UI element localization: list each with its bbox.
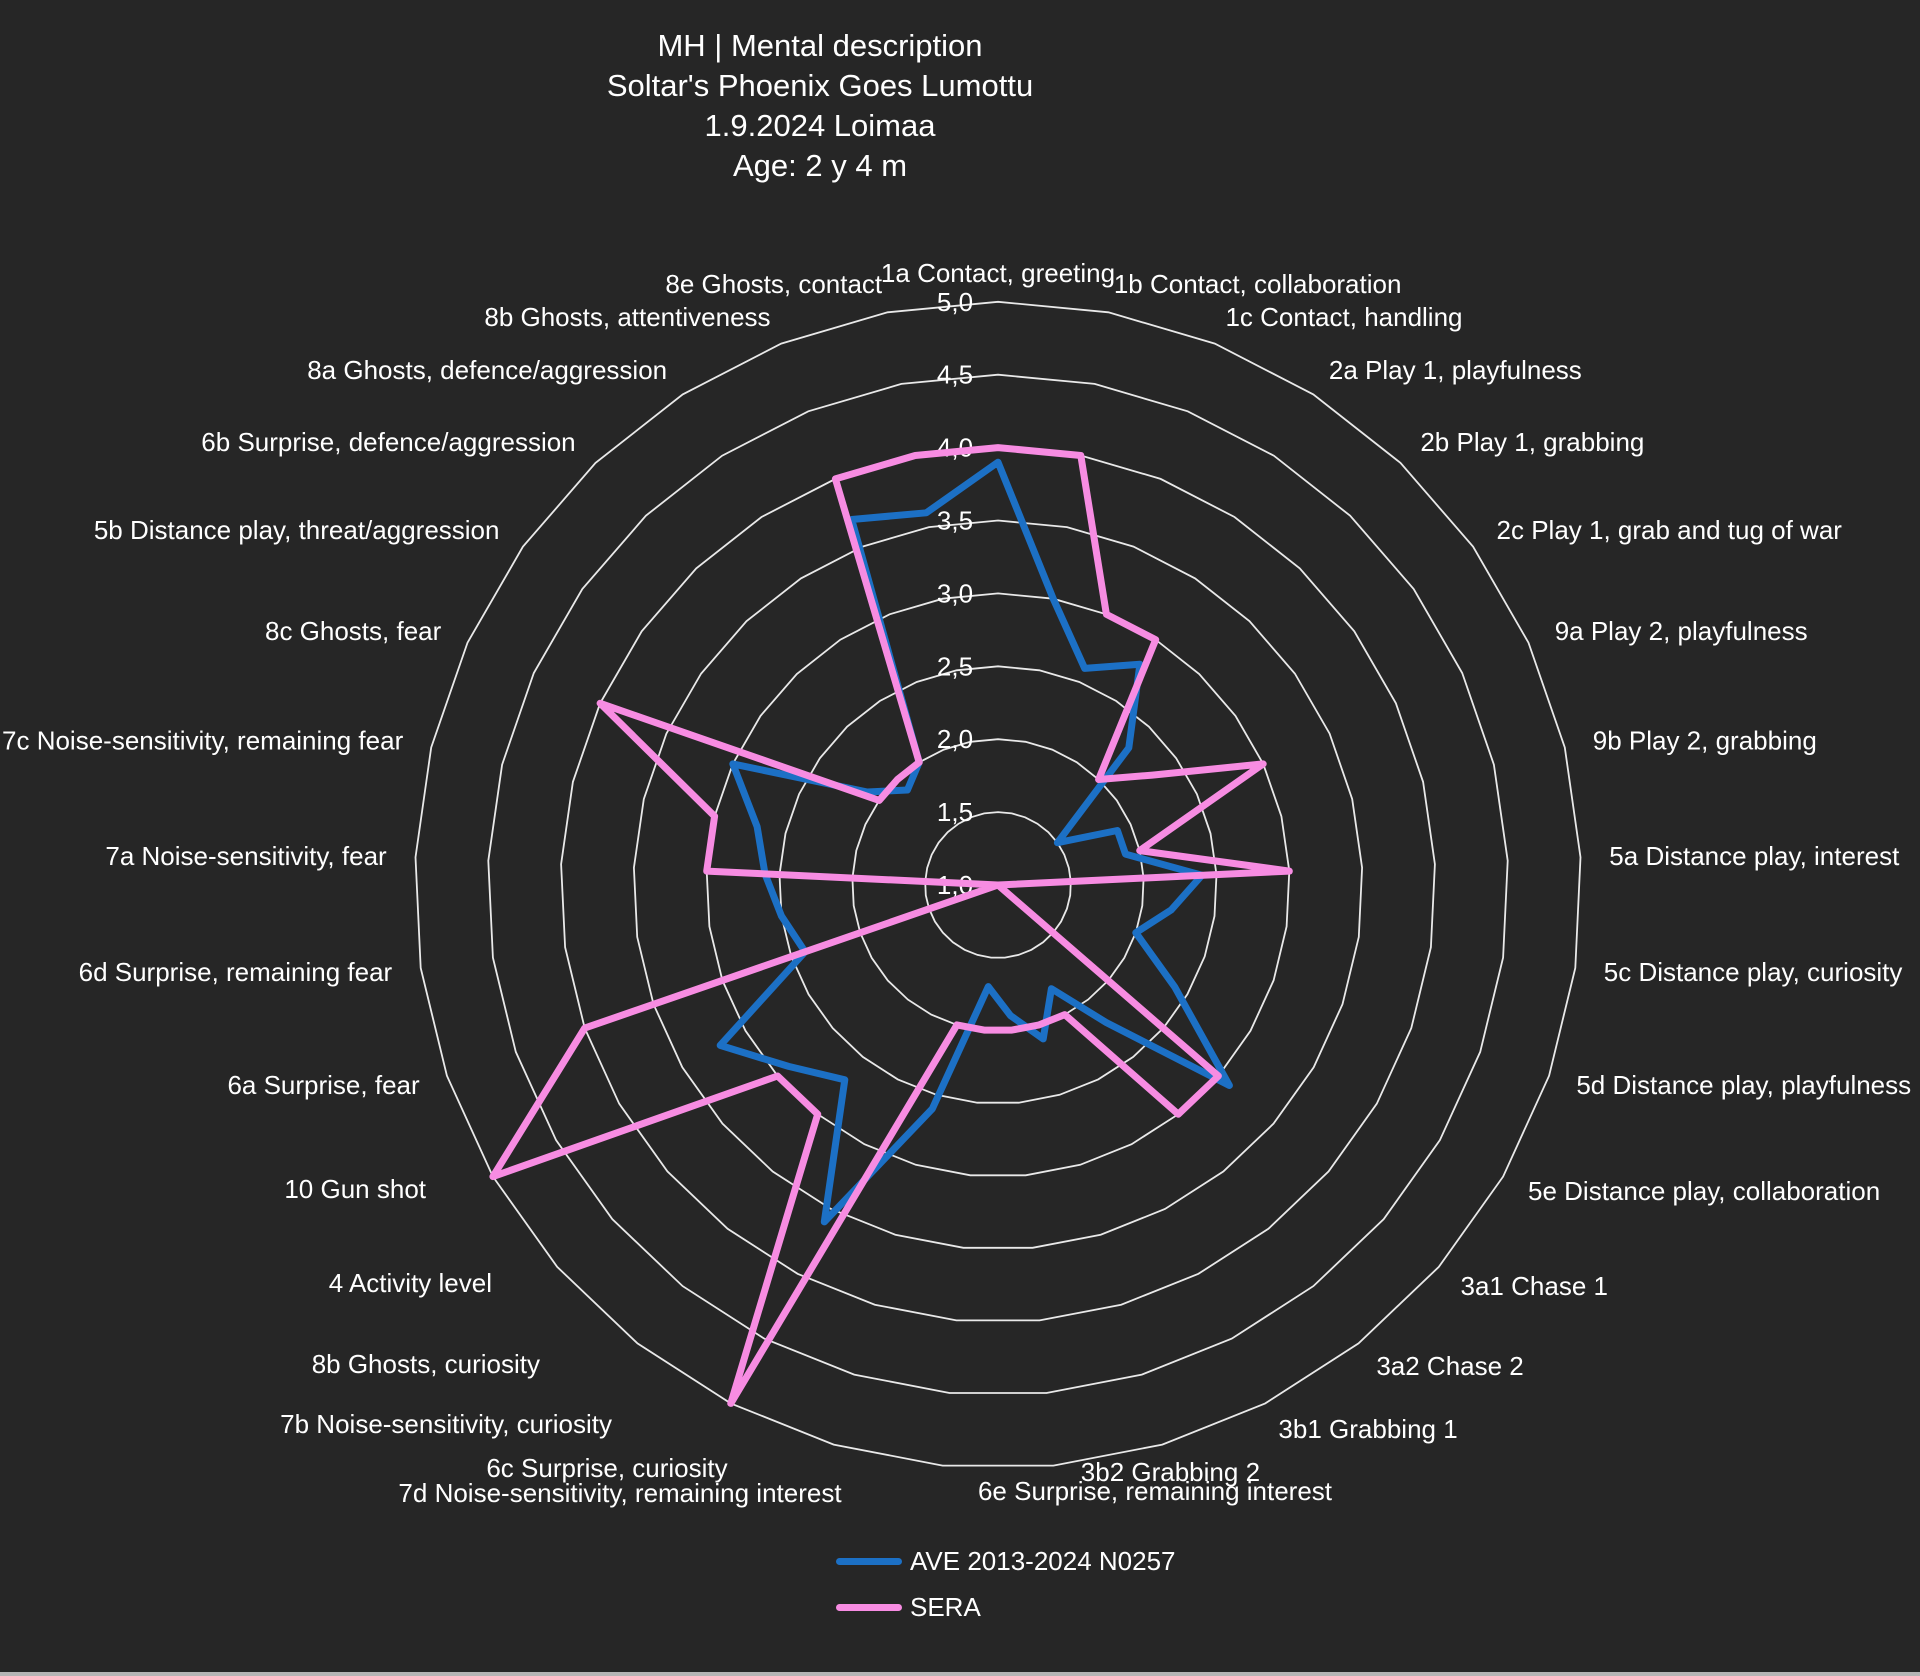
category-label: 7d Noise-sensitivity, remaining interest — [398, 1478, 842, 1508]
category-label: 6e Surprise, remaining interest — [978, 1476, 1333, 1506]
radial-tick-label: 5,0 — [937, 287, 973, 317]
category-label: 2b Play 1, grabbing — [1420, 427, 1644, 457]
chart-title-line-3: 1.9.2024 Loimaa — [704, 108, 936, 143]
series-ave-line — [716, 458, 1233, 1226]
category-label: 7c Noise-sensitivity, remaining fear — [2, 726, 404, 756]
radial-tick-label: 3,0 — [937, 578, 973, 608]
radial-tick-label: 2,5 — [937, 651, 973, 681]
category-label: 9a Play 2, playfulness — [1555, 616, 1808, 646]
category-label: 5e Distance play, collaboration — [1528, 1176, 1880, 1206]
category-label: 5b Distance play, threat/aggression — [94, 515, 500, 545]
category-label: 8b Ghosts, curiosity — [312, 1349, 540, 1379]
category-label: 8e Ghosts, contact — [665, 269, 883, 299]
legend-swatch-ave — [836, 1557, 902, 1565]
radial-tick-label: 3,5 — [937, 506, 973, 536]
grid-ring — [487, 373, 1509, 1394]
chart-title-line-4: Age: 2 y 4 m — [732, 148, 908, 183]
legend-item-sera[interactable]: SERA — [836, 1590, 1176, 1624]
category-label: 6c Surprise, curiosity — [486, 1453, 727, 1483]
legend-item-ave[interactable]: AVE 2013-2024 N0257 — [836, 1544, 1176, 1578]
category-label: 6d Surprise, remaining fear — [79, 957, 393, 987]
category-label: 2c Play 1, grab and tug of war — [1497, 515, 1843, 545]
legend-swatch-sera — [836, 1603, 902, 1611]
category-label: 9b Play 2, grabbing — [1593, 726, 1817, 756]
category-label: 3b2 Grabbing 2 — [1081, 1457, 1260, 1487]
category-label: 8c Ghosts, fear — [265, 616, 442, 646]
category-label: 7b Noise-sensitivity, curiosity — [280, 1409, 612, 1439]
grid-ring — [560, 446, 1436, 1322]
grid-ring — [414, 300, 1582, 1467]
chart-title-line-2: Soltar's Phoenix Goes Lumottu — [606, 68, 1034, 103]
window-edge — [0, 1672, 1920, 1676]
radial-tick-label: 2,0 — [937, 724, 973, 754]
grid-ring — [705, 592, 1291, 1177]
radial-tick-labels: 5,04,54,03,53,02,52,01,51,0 — [937, 287, 973, 900]
chart-title: MH | Mental description Soltar's Phoenix… — [0, 26, 1640, 186]
category-label: 6b Surprise, defence/aggression — [201, 427, 575, 457]
category-label: 4 Activity level — [329, 1268, 492, 1298]
category-label: 7a Noise-sensitivity, fear — [105, 841, 387, 871]
legend-label-ave: AVE 2013-2024 N0257 — [910, 1545, 1176, 1576]
grid-ring — [632, 519, 1364, 1249]
category-label: 3a2 Chase 2 — [1376, 1351, 1523, 1381]
category-label: 8b Ghosts, attentiveness — [484, 302, 770, 332]
radial-tick-label: 4,5 — [937, 360, 973, 390]
chart-title-line-1: MH | Mental description — [657, 28, 983, 63]
grid-ring — [924, 811, 1072, 959]
category-label: 1a Contact, greeting — [881, 258, 1115, 288]
category-label: 1c Contact, handling — [1225, 302, 1462, 332]
category-label: 5a Distance play, interest — [1609, 841, 1900, 871]
category-label: 6a Surprise, fear — [227, 1070, 420, 1100]
series-sera-line — [489, 444, 1293, 1407]
category-label: 2a Play 1, playfulness — [1329, 355, 1582, 385]
radial-tick-label: 1,5 — [937, 797, 973, 827]
category-label: 3a1 Chase 1 — [1461, 1271, 1608, 1301]
series-lines — [489, 444, 1293, 1407]
category-label: 1b Contact, collaboration — [1114, 269, 1402, 299]
legend: AVE 2013-2024 N0257 SERA — [836, 1544, 1176, 1636]
category-label: 5d Distance play, playfulness — [1576, 1070, 1911, 1100]
category-label: 5c Distance play, curiosity — [1604, 957, 1903, 987]
category-label: 3b1 Grabbing 1 — [1278, 1414, 1457, 1444]
legend-label-sera: SERA — [910, 1591, 981, 1622]
category-label: 8a Ghosts, defence/aggression — [307, 355, 667, 385]
category-label: 10 Gun shot — [284, 1174, 426, 1204]
